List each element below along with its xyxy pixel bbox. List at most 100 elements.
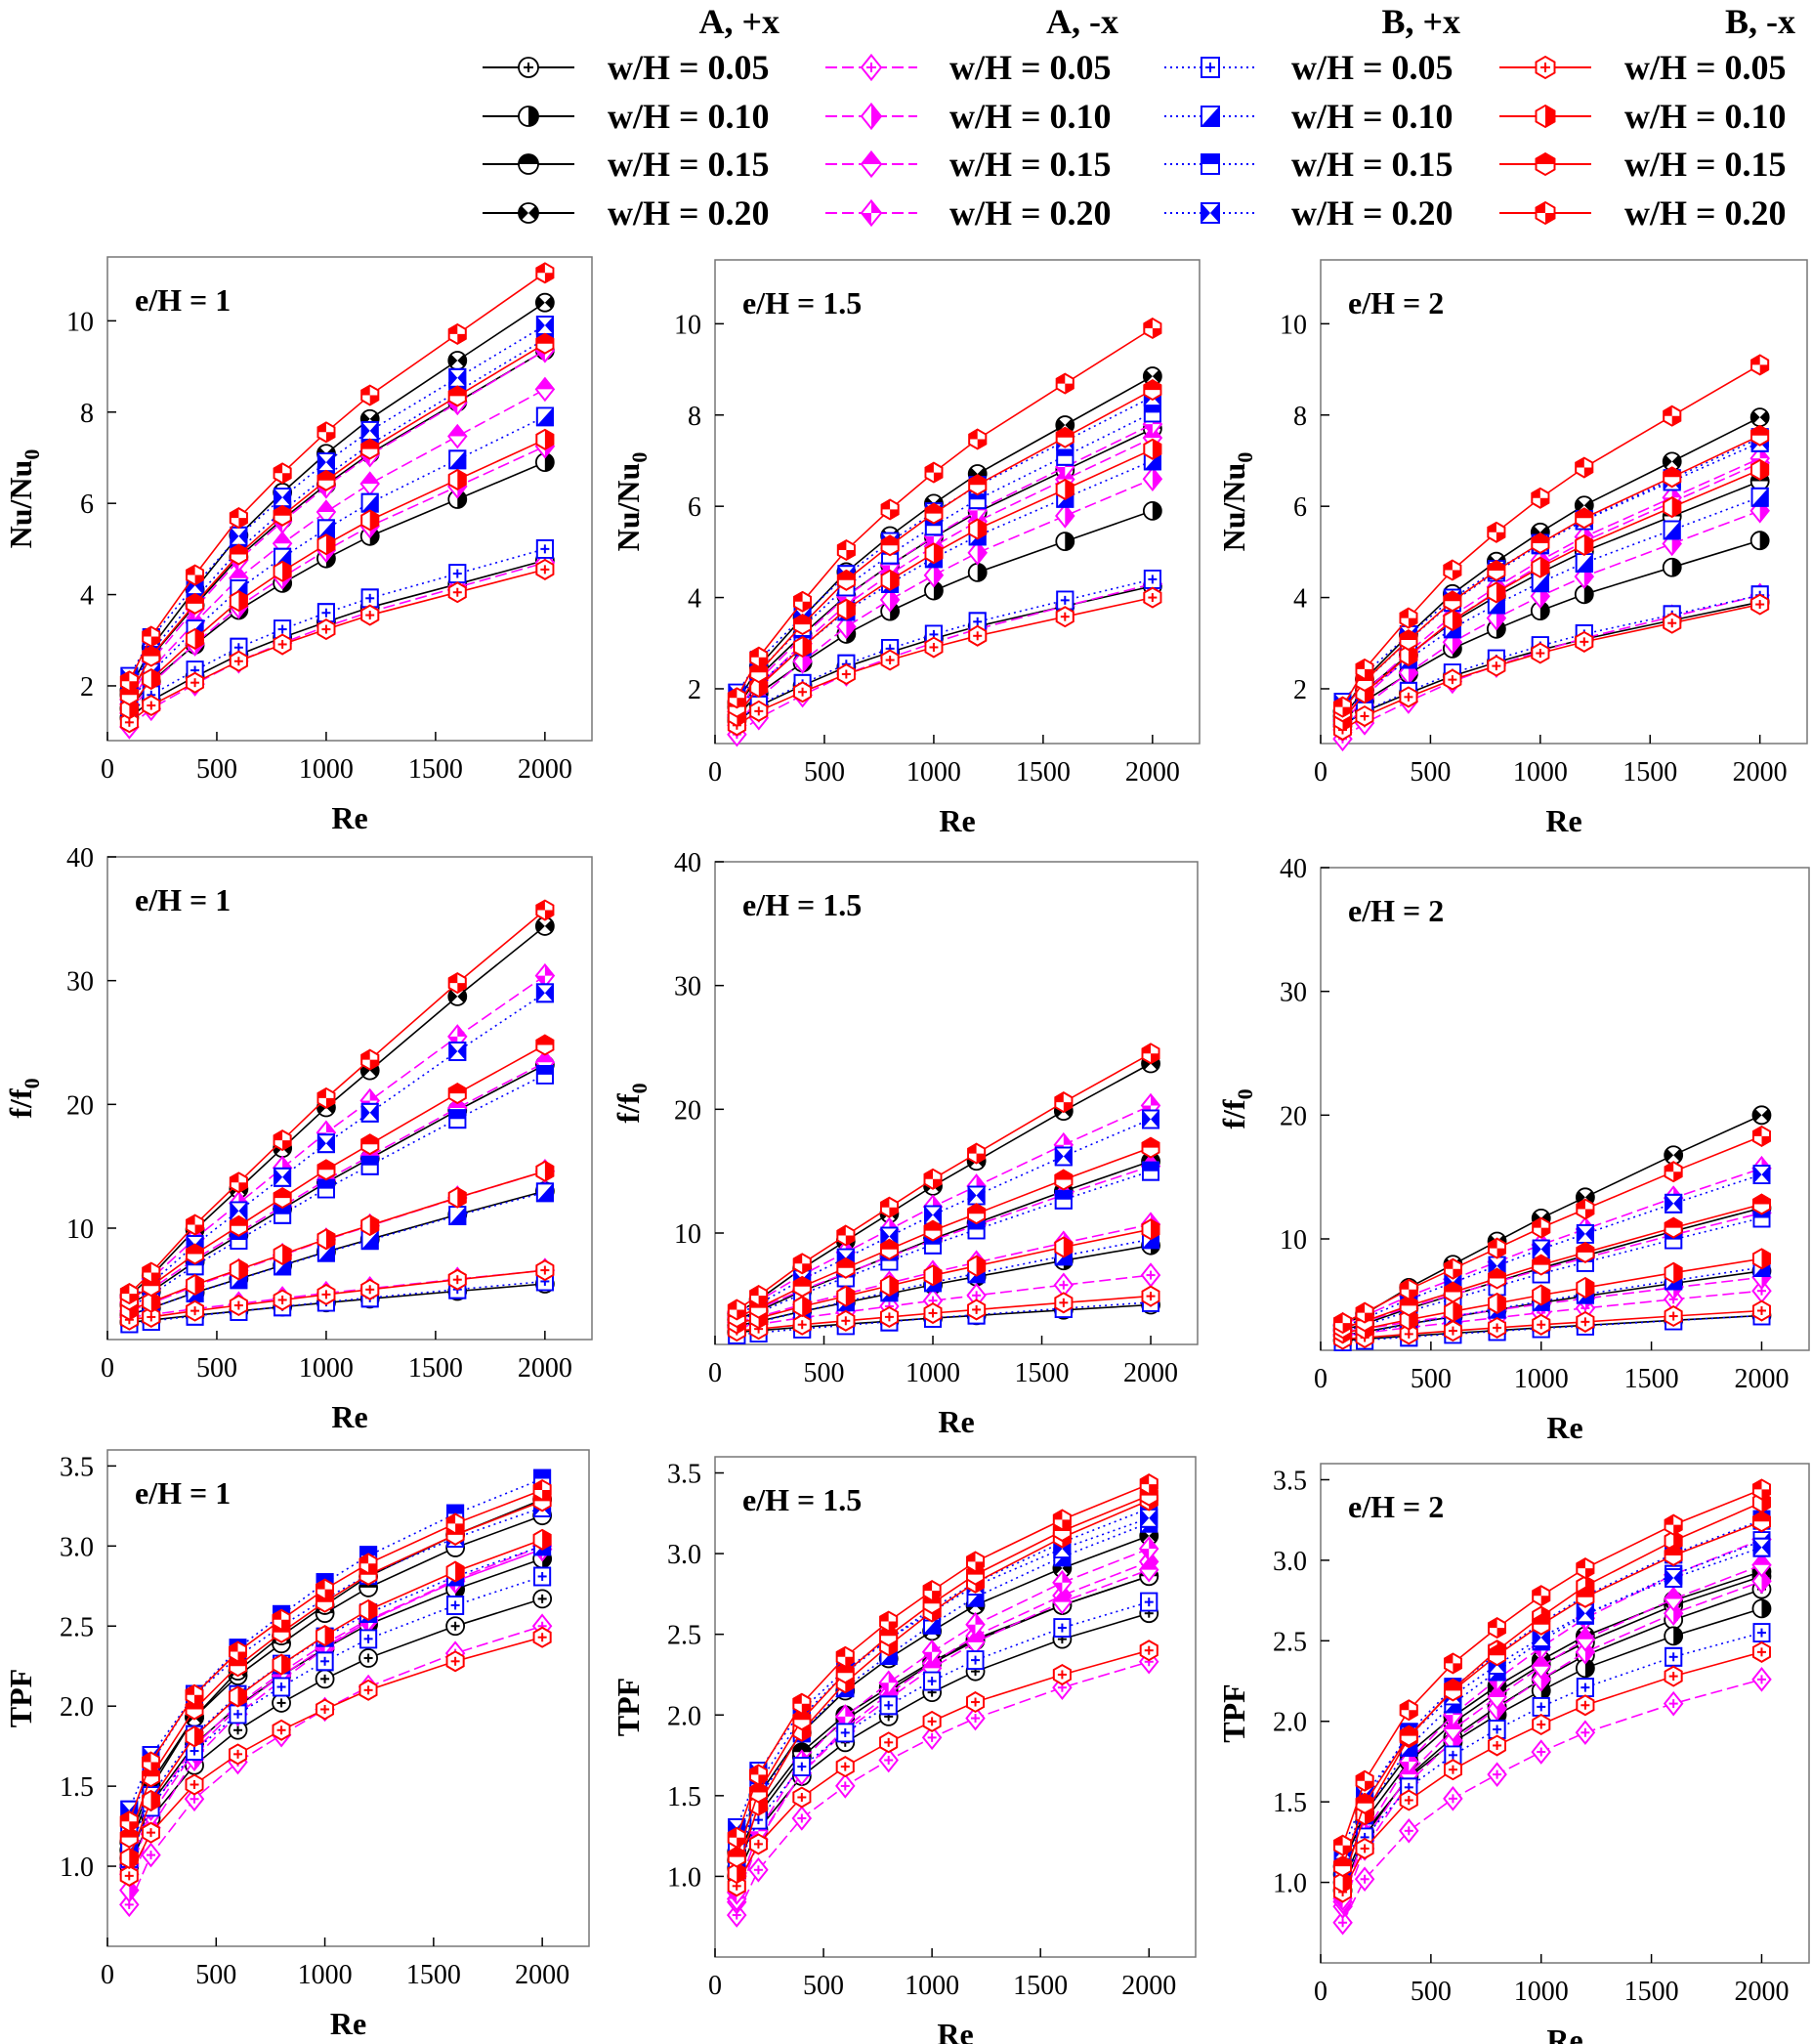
- data-point-marker: [316, 1698, 335, 1721]
- legend-group-title: A, -x: [1046, 2, 1118, 41]
- x-tick-label: 1000: [1513, 757, 1568, 788]
- plot-frame: [1320, 867, 1810, 1351]
- data-point-marker: [1575, 507, 1594, 530]
- data-point-marker: [1751, 1598, 1772, 1619]
- data-point-marker: [447, 986, 468, 1006]
- data-point-marker: [360, 1102, 379, 1123]
- data-point-marker: [1488, 1617, 1506, 1639]
- data-point-marker: [923, 562, 945, 588]
- x-tick-label: 2000: [1734, 1364, 1789, 1394]
- x-tick-label: 1500: [1016, 757, 1071, 788]
- x-tick-label: 0: [101, 1960, 114, 1990]
- x-tick-label: 1500: [1624, 1364, 1679, 1394]
- series: [119, 1160, 555, 1321]
- y-tick-label: 10: [1280, 310, 1307, 340]
- legend-entry: w/H = 0.20: [1499, 193, 1787, 233]
- data-point-marker: [1752, 1478, 1771, 1501]
- data-point-marker: [1055, 372, 1075, 395]
- data-point-marker: [533, 1566, 552, 1587]
- data-point-marker: [966, 1650, 985, 1670]
- data-point-marker: [1576, 1198, 1595, 1220]
- x-tick-label: 2000: [1121, 1971, 1176, 2001]
- data-point-marker: [1333, 1834, 1352, 1856]
- data-point-marker: [447, 972, 467, 995]
- data-point-marker: [967, 1299, 987, 1321]
- data-point-marker: [880, 1305, 899, 1328]
- series: [1333, 593, 1770, 741]
- x-tick-label: 500: [196, 1353, 237, 1384]
- legend-marker-icon: [1201, 202, 1220, 224]
- panel-title: e/H = 1.5: [742, 887, 862, 922]
- data-point-marker: [360, 438, 380, 460]
- y-tick-label: 4: [1293, 584, 1307, 615]
- y-tick-label: 4: [80, 581, 94, 612]
- data-point-marker: [880, 1238, 899, 1260]
- data-point-marker: [793, 614, 812, 636]
- data-point-marker: [1143, 403, 1161, 423]
- data-point-marker: [966, 1691, 985, 1713]
- data-point-marker: [535, 316, 554, 335]
- data-point-marker: [1139, 1473, 1159, 1496]
- x-tick-label: 0: [1314, 757, 1327, 788]
- data-point-marker: [792, 1296, 812, 1318]
- data-point-marker: [1052, 1664, 1072, 1685]
- data-point-marker: [966, 1551, 985, 1573]
- data-point-marker: [229, 1640, 248, 1663]
- plot-frame: [106, 256, 593, 742]
- data-point-marker: [836, 1224, 856, 1247]
- data-point-marker: [119, 670, 139, 693]
- data-point-marker: [1399, 1789, 1418, 1811]
- data-point-marker: [922, 1710, 942, 1732]
- y-tick-label: 1.0: [60, 1852, 94, 1883]
- data-point-marker: [1576, 1241, 1595, 1263]
- data-point-marker: [273, 1243, 292, 1265]
- legend-entry: w/H = 0.15: [1164, 145, 1454, 184]
- x-tick-label: 1000: [299, 1353, 354, 1384]
- data-point-marker: [967, 1142, 987, 1165]
- data-point-marker: [1750, 458, 1770, 481]
- data-point-marker: [1141, 1043, 1160, 1065]
- data-point-marker: [1576, 1276, 1595, 1299]
- data-point-marker: [792, 1786, 812, 1809]
- y-axis-title: f/f0: [611, 1083, 652, 1123]
- data-point-marker: [793, 590, 812, 613]
- data-point-marker: [229, 507, 248, 530]
- y-tick-label: 10: [66, 1214, 94, 1245]
- data-point-marker: [1488, 1267, 1506, 1290]
- data-point-marker: [836, 1285, 856, 1307]
- data-point-marker: [1487, 581, 1506, 604]
- data-point-marker: [924, 461, 944, 484]
- data-point-marker: [835, 1756, 855, 1778]
- y-axis-title: Nu/Nu0: [3, 449, 44, 549]
- data-point-marker: [793, 636, 812, 658]
- x-tick-label: 1500: [1622, 757, 1677, 788]
- legend-entry-label: w/H = 0.15: [608, 145, 770, 184]
- legend-marker-icon: [518, 106, 539, 127]
- data-point-marker: [1139, 1639, 1159, 1662]
- series-line: [128, 415, 546, 705]
- x-tick-label: 1000: [906, 1358, 960, 1388]
- data-point-marker: [229, 1685, 248, 1708]
- data-point-marker: [792, 1757, 811, 1776]
- data-point-marker: [272, 1608, 291, 1631]
- data-point-marker: [142, 1751, 161, 1773]
- legend-group-title: A, +x: [698, 2, 780, 41]
- data-point-marker: [273, 633, 292, 656]
- data-point-marker: [1143, 318, 1162, 339]
- data-point-marker: [880, 569, 900, 591]
- data-point-marker: [1532, 1714, 1551, 1735]
- y-tick-label: 6: [688, 492, 701, 523]
- data-point-marker: [1576, 1694, 1595, 1717]
- x-tick-label: 2000: [1734, 1977, 1789, 2007]
- y-tick-label: 3.5: [667, 1460, 701, 1490]
- legend-entry: w/H = 0.15: [483, 145, 770, 184]
- data-point-marker: [274, 1167, 292, 1187]
- data-point-marker: [535, 332, 555, 355]
- data-point-marker: [727, 1846, 746, 1868]
- legend-entry-label: w/H = 0.05: [1624, 48, 1787, 87]
- data-point-marker: [1143, 379, 1162, 402]
- data-point-marker: [967, 1203, 987, 1225]
- y-axis-title-subscript: 0: [20, 449, 44, 460]
